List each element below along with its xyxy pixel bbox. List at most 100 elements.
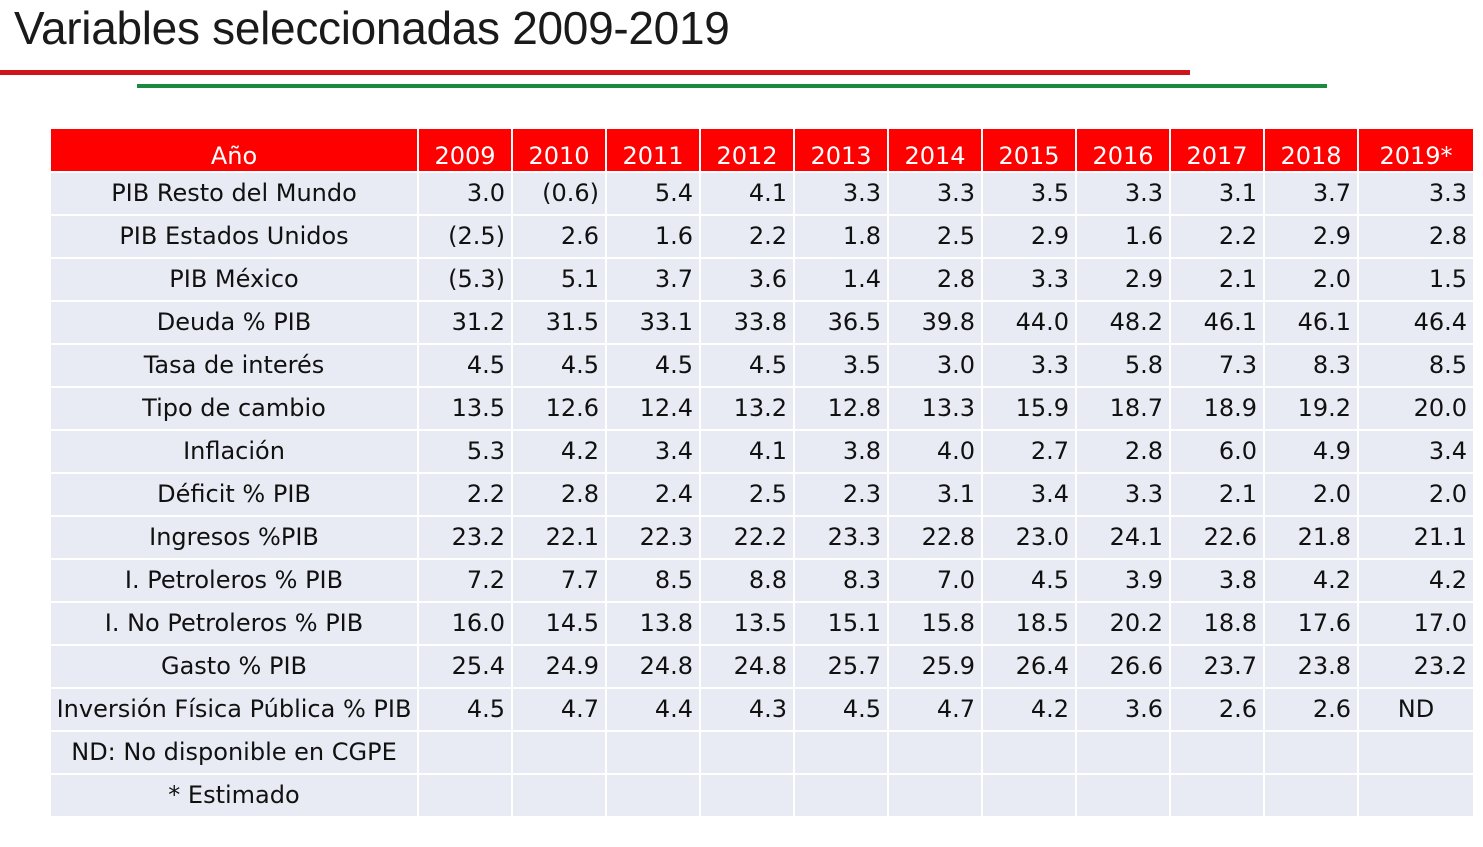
table-cell: 44.0 bbox=[981, 300, 1077, 345]
table-cell bbox=[1075, 730, 1171, 775]
table-cell bbox=[511, 730, 607, 775]
table-cell bbox=[1169, 730, 1265, 775]
table-row: Inflación 5.3 4.2 3.4 4.1 3.8 4.0 2.7 2.8 6.0 4.9 3… bbox=[49, 429, 1475, 474]
table-cell: 2.0 bbox=[1263, 472, 1359, 517]
table-cell: 8.5 bbox=[1357, 343, 1475, 388]
table-cell bbox=[511, 773, 607, 818]
header-cell-year: 2014 bbox=[887, 127, 983, 173]
table-row: Tasa de interés 4.5 4.5 4.5 4.5 3.5 3.0 3.3 5.8 7… bbox=[49, 343, 1475, 388]
row-label: Gasto % PIB bbox=[49, 644, 419, 689]
table-cell: 3.5 bbox=[793, 343, 889, 388]
table-cell bbox=[417, 730, 513, 775]
table-cell: 2.7 bbox=[981, 429, 1077, 474]
table-cell: 24.1 bbox=[1075, 515, 1171, 560]
table-cell bbox=[887, 773, 983, 818]
table-cell bbox=[981, 773, 1077, 818]
table-row: PIB Resto del Mundo 3.0 (0.6) 5.4 4.1 3.3 3.3 3… bbox=[49, 171, 1475, 216]
table-row: Inversión Física Pública % PIB 4.5 4.7 4.4 4… bbox=[49, 687, 1475, 732]
table-cell: 24.9 bbox=[511, 644, 607, 689]
table-cell: (2.5) bbox=[417, 214, 513, 259]
table-cell: 4.1 bbox=[699, 429, 795, 474]
header-cell-year: 2009 bbox=[417, 127, 513, 173]
table-cell: 39.8 bbox=[887, 300, 983, 345]
table-cell: 18.5 bbox=[981, 601, 1077, 646]
table-cell: 22.8 bbox=[887, 515, 983, 560]
table-cell bbox=[793, 730, 889, 775]
table-row: ND: No disponible en CGPE bbox=[49, 730, 1475, 775]
table-cell: 3.4 bbox=[1357, 429, 1475, 474]
table-cell: 7.2 bbox=[417, 558, 513, 603]
table-cell: 13.3 bbox=[887, 386, 983, 431]
table-cell: 18.9 bbox=[1169, 386, 1265, 431]
table-cell: 3.0 bbox=[417, 171, 513, 216]
table-cell: 16.0 bbox=[417, 601, 513, 646]
table-cell: 1.4 bbox=[793, 257, 889, 302]
table-cell: 22.1 bbox=[511, 515, 607, 560]
table-cell: 2.8 bbox=[887, 257, 983, 302]
table-cell: 2.1 bbox=[1169, 257, 1265, 302]
table-cell: 3.3 bbox=[1357, 171, 1475, 216]
table-cell: 21.8 bbox=[1263, 515, 1359, 560]
table-row: Deuda % PIB 31.2 31.5 33.1 33.8 36.5 39.8 44.0 4… bbox=[49, 300, 1475, 345]
table-cell: 31.5 bbox=[511, 300, 607, 345]
table-cell: 4.5 bbox=[417, 687, 513, 732]
table-cell: 24.8 bbox=[605, 644, 701, 689]
table-cell: 23.3 bbox=[793, 515, 889, 560]
table-cell: 26.4 bbox=[981, 644, 1077, 689]
table-cell: 14.5 bbox=[511, 601, 607, 646]
table-cell: 18.7 bbox=[1075, 386, 1171, 431]
table-cell: 3.8 bbox=[793, 429, 889, 474]
table-cell: 13.5 bbox=[417, 386, 513, 431]
header-cell-year-label: Año bbox=[49, 127, 419, 173]
table-cell: 3.9 bbox=[1075, 558, 1171, 603]
table-cell: 3.4 bbox=[605, 429, 701, 474]
table-cell: 3.6 bbox=[1075, 687, 1171, 732]
title-rule-red bbox=[0, 70, 1190, 75]
table-cell: 2.9 bbox=[981, 214, 1077, 259]
table-cell: 24.8 bbox=[699, 644, 795, 689]
table-cell: 25.9 bbox=[887, 644, 983, 689]
table-cell: 2.6 bbox=[1263, 687, 1359, 732]
table-cell bbox=[981, 730, 1077, 775]
table-row: I. Petroleros % PIB 7.2 7.7 8.5 8.8 8.3 7.0 4.5… bbox=[49, 558, 1475, 603]
table-body: PIB Resto del Mundo 3.0 (0.6) 5.4 4.1 3.3 3.3 3… bbox=[49, 171, 1475, 818]
table-cell bbox=[1169, 773, 1265, 818]
table-row: Déficit % PIB 2.2 2.8 2.4 2.5 2.3 3.1 3.4 3.3 2.1… bbox=[49, 472, 1475, 517]
table-cell: ND bbox=[1357, 687, 1475, 732]
table-cell: 21.1 bbox=[1357, 515, 1475, 560]
table-cell: 46.4 bbox=[1357, 300, 1475, 345]
table-row: PIB México (5.3) 5.1 3.7 3.6 1.4 2.8 3.3 2.9 2.1 2… bbox=[49, 257, 1475, 302]
table-cell: 4.2 bbox=[1263, 558, 1359, 603]
table-row: Tipo de cambio 13.5 12.6 12.4 13.2 12.8 13.3 15… bbox=[49, 386, 1475, 431]
row-label: Inflación bbox=[49, 429, 419, 474]
table-cell: 22.6 bbox=[1169, 515, 1265, 560]
table-cell: 4.3 bbox=[699, 687, 795, 732]
table-cell: 15.9 bbox=[981, 386, 1077, 431]
table-cell: 1.5 bbox=[1357, 257, 1475, 302]
table-cell: 48.2 bbox=[1075, 300, 1171, 345]
table-cell: 13.5 bbox=[699, 601, 795, 646]
table-cell: 3.7 bbox=[1263, 171, 1359, 216]
table-cell: 23.0 bbox=[981, 515, 1077, 560]
table-cell: 33.8 bbox=[699, 300, 795, 345]
table-cell: 7.3 bbox=[1169, 343, 1265, 388]
table-cell: 20.2 bbox=[1075, 601, 1171, 646]
table-cell: 3.6 bbox=[699, 257, 795, 302]
table-cell: 3.5 bbox=[981, 171, 1077, 216]
table-row: PIB Estados Unidos (2.5) 2.6 1.6 2.2 1.8 2.5 2.… bbox=[49, 214, 1475, 259]
row-label: Deuda % PIB bbox=[49, 300, 419, 345]
table-cell: 2.2 bbox=[699, 214, 795, 259]
row-label: I. Petroleros % PIB bbox=[49, 558, 419, 603]
table-cell: 31.2 bbox=[417, 300, 513, 345]
table-cell: 6.0 bbox=[1169, 429, 1265, 474]
table-cell: 20.0 bbox=[1357, 386, 1475, 431]
table-row: * Estimado bbox=[49, 773, 1475, 818]
header-cell-year: 2010 bbox=[511, 127, 607, 173]
table-cell: 3.3 bbox=[981, 343, 1077, 388]
table-cell: 1.8 bbox=[793, 214, 889, 259]
table-cell: 5.4 bbox=[605, 171, 701, 216]
table-cell: 4.4 bbox=[605, 687, 701, 732]
table-cell: 4.7 bbox=[511, 687, 607, 732]
table-cell: 3.0 bbox=[887, 343, 983, 388]
table-cell: 4.5 bbox=[699, 343, 795, 388]
